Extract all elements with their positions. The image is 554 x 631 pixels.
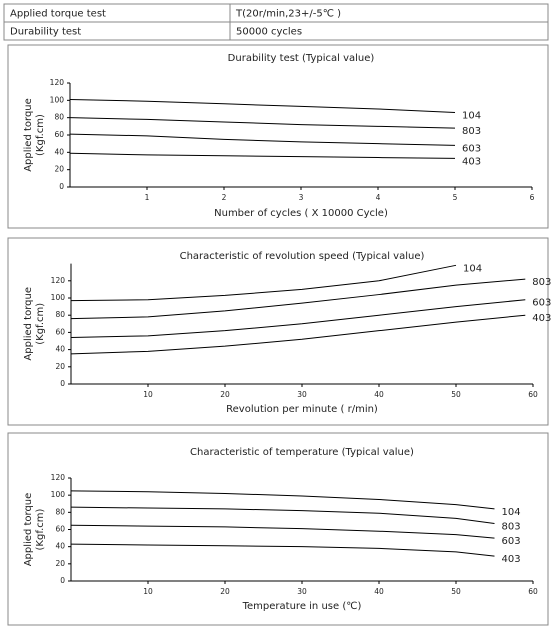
chart-frame [7, 44, 549, 229]
series-label: 403 [462, 156, 481, 167]
y-tick-label: 40 [54, 147, 64, 156]
x-tick-label: 6 [530, 193, 535, 202]
x-tick-label: 1 [145, 193, 150, 202]
chart-title: Durability test (Typical value) [228, 53, 375, 64]
y-tick-label: 80 [54, 113, 64, 122]
x-tick-label: 50 [451, 587, 461, 596]
series-line [69, 133, 456, 146]
series-label: 803 [462, 126, 481, 137]
series-label: 603 [532, 298, 551, 309]
y-axis-label: Applied torque [23, 98, 34, 172]
x-tick-label: 20 [220, 390, 230, 399]
y-tick-label: 60 [55, 525, 65, 534]
y-tick-label: 80 [55, 310, 65, 319]
y-axis-label: Applied torque [23, 287, 34, 361]
chart-frame [7, 432, 549, 626]
series-label: 803 [532, 277, 551, 288]
x-tick-label: 60 [528, 390, 538, 399]
series-label: 403 [532, 313, 551, 324]
series-label: 403 [502, 554, 521, 565]
y-axis-label: (Kgf.cm) [35, 508, 46, 550]
chart-title: Characteristic of revolution speed (Typi… [180, 251, 425, 262]
table-cell: Durability test [10, 27, 81, 38]
series-line [70, 543, 495, 557]
x-tick-label: 40 [374, 390, 384, 399]
y-tick-label: 100 [51, 490, 66, 499]
x-tick-label: 40 [374, 587, 384, 596]
series-line [70, 524, 495, 539]
series-label: 603 [462, 143, 481, 154]
series-line [70, 264, 457, 302]
series-label: 803 [502, 521, 521, 532]
series-line [69, 117, 456, 129]
x-axis-label: Revolution per minute ( r/min) [226, 404, 378, 415]
y-tick-label: 100 [51, 293, 66, 302]
series-line [70, 490, 495, 510]
y-axis-label: Applied torque [23, 493, 34, 567]
series-line [70, 506, 495, 524]
x-tick-label: 2 [222, 193, 227, 202]
y-tick-label: 40 [55, 542, 65, 551]
y-tick-label: 60 [54, 130, 64, 139]
y-tick-label: 100 [50, 95, 65, 104]
x-axis-label: Number of cycles ( X 10000 Cycle) [214, 208, 388, 219]
series-label: 104 [463, 263, 482, 274]
x-tick-label: 4 [376, 193, 381, 202]
y-tick-label: 40 [55, 345, 65, 354]
table-cell: 50000 cycles [236, 27, 302, 38]
x-tick-label: 3 [299, 193, 304, 202]
x-axis-label: Temperature in use (℃) [242, 601, 362, 612]
y-tick-label: 20 [55, 559, 65, 568]
series-line [70, 314, 526, 355]
table-cell: T(20r/min,23+/-5℃ ) [235, 9, 341, 20]
x-tick-label: 5 [453, 193, 458, 202]
y-tick-label: 120 [51, 473, 66, 482]
x-tick-label: 50 [451, 390, 461, 399]
y-tick-label: 20 [54, 165, 64, 174]
x-tick-label: 10 [143, 390, 153, 399]
y-tick-label: 120 [51, 276, 66, 285]
y-tick-label: 80 [55, 507, 65, 516]
chart-title: Characteristic of temperature (Typical v… [190, 447, 414, 458]
y-tick-label: 0 [59, 182, 64, 191]
x-tick-label: 30 [297, 587, 307, 596]
series-line [70, 299, 526, 339]
x-tick-label: 30 [297, 390, 307, 399]
series-line [70, 278, 526, 320]
y-tick-label: 20 [55, 362, 65, 371]
chart-frame [7, 237, 549, 426]
series-label: 603 [502, 536, 521, 547]
series-label: 104 [462, 110, 481, 121]
x-tick-label: 10 [143, 587, 153, 596]
y-tick-label: 0 [60, 379, 65, 388]
series-line [69, 98, 456, 113]
y-tick-label: 0 [60, 576, 65, 585]
y-axis-label: (Kgf.cm) [35, 114, 46, 156]
y-tick-label: 120 [50, 78, 65, 87]
x-tick-label: 20 [220, 587, 230, 596]
table-cell: Applied torque test [10, 9, 106, 20]
series-line [69, 152, 456, 159]
series-label: 104 [502, 507, 521, 518]
y-axis-label: (Kgf.cm) [35, 303, 46, 345]
x-tick-label: 60 [528, 587, 538, 596]
y-tick-label: 60 [55, 327, 65, 336]
